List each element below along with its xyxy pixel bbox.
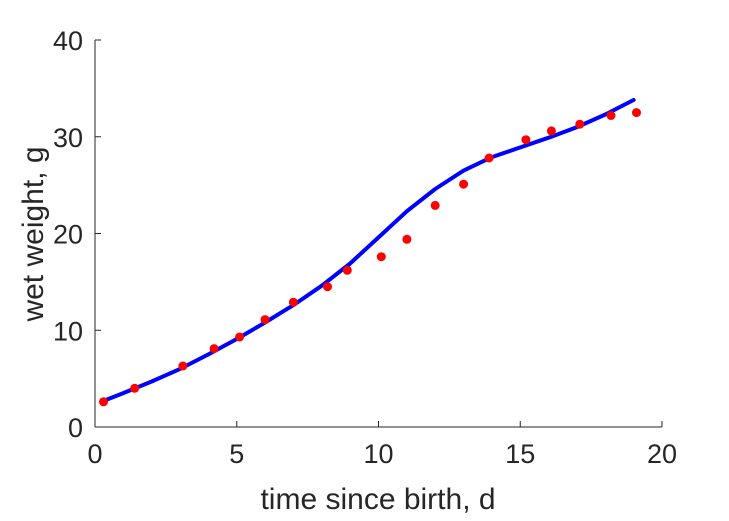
data-point <box>99 397 108 407</box>
y-axis-label: wet weight, g <box>17 146 50 322</box>
data-point <box>288 297 298 307</box>
data-point <box>632 108 641 118</box>
data-point <box>402 234 412 244</box>
x-tick-label: 15 <box>505 439 535 469</box>
data-point <box>342 265 352 275</box>
y-tick-label: 30 <box>53 123 83 153</box>
data-point <box>484 153 494 163</box>
x-tick-label: 20 <box>647 439 677 469</box>
data-point <box>260 315 270 325</box>
data-point <box>235 332 245 342</box>
y-tick-label: 40 <box>53 26 83 56</box>
data-point <box>323 282 332 292</box>
data-point <box>575 119 585 129</box>
data-point <box>178 361 188 371</box>
x-axis-label: time since birth, d <box>260 483 495 516</box>
x-tick-label: 5 <box>229 439 244 469</box>
data-point <box>521 135 531 145</box>
data-point <box>459 179 469 189</box>
series-layer <box>99 98 641 407</box>
x-tick-label: 10 <box>363 439 393 469</box>
data-point <box>430 200 440 210</box>
y-tick-label: 0 <box>68 413 83 443</box>
y-ticks: 0 10 20 30 40 <box>53 26 101 443</box>
fit-curve <box>101 98 636 403</box>
data-point <box>209 344 219 354</box>
data-point <box>606 111 616 120</box>
y-tick-label: 20 <box>53 220 83 250</box>
plot-area: 0 5 10 15 20 0 10 20 30 40 <box>53 26 677 469</box>
data-point <box>130 383 140 393</box>
x-ticks: 0 5 10 15 20 <box>87 421 677 469</box>
y-tick-label: 10 <box>53 316 83 346</box>
data-point <box>376 252 386 262</box>
data-point <box>546 126 556 136</box>
x-tick-label: 0 <box>87 439 102 469</box>
